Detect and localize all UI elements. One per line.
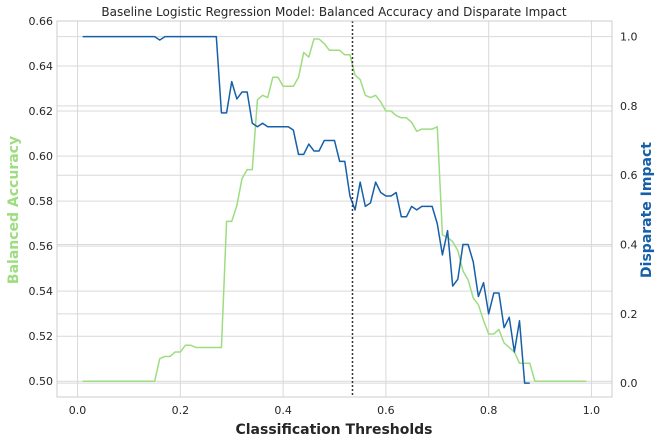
y-left-tick-label: 0.62 [29, 105, 54, 118]
plot-background [57, 21, 612, 397]
chart-title: Baseline Logistic Regression Model: Bala… [101, 5, 567, 19]
x-tick-label: 0.0 [69, 404, 87, 417]
y-left-tick-label: 0.54 [29, 285, 54, 298]
y-right-axis-label: Disparate Impact [639, 142, 655, 278]
y-right-tick-label: 0.8 [620, 100, 638, 113]
y-left-tick-label: 0.64 [29, 60, 54, 73]
plot-frame [56, 20, 613, 398]
balanced-accuracy-line [82, 38, 587, 382]
y-right-tick-label: 0.4 [620, 239, 638, 252]
disparate-impact-line [82, 35, 530, 384]
y-left-tick-label: 0.66 [29, 15, 54, 28]
y-left-axis-label: Balanced Accuracy [6, 136, 22, 284]
y-gridlines [57, 20, 612, 384]
x-axis-label: Classification Thresholds [235, 422, 432, 438]
y-left-tick-labels: 0.50 0.52 0.54 0.56 0.58 0.60 0.62 0.64 0.66 [29, 15, 54, 388]
series-layer [82, 35, 587, 384]
y-right-tick-label: 1.0 [620, 31, 638, 44]
y-right-tick-label: 0.6 [620, 169, 638, 182]
y-left-tick-label: 0.50 [29, 375, 54, 388]
x-tick-label: 0.2 [172, 404, 190, 417]
y-right-tick-label: 0.2 [620, 308, 638, 321]
x-tick-labels: 0.0 0.2 0.4 0.6 0.8 1.0 [69, 404, 600, 417]
y-right-tick-labels: 0.0 0.2 0.4 0.6 0.8 1.0 [620, 31, 638, 391]
x-tick-label: 0.4 [274, 404, 292, 417]
x-tick-label: 0.8 [480, 404, 498, 417]
y-right-tick-label: 0.0 [620, 377, 638, 390]
x-gridlines [77, 21, 592, 397]
y-left-tick-label: 0.58 [29, 195, 54, 208]
x-tick-label: 0.6 [377, 404, 395, 417]
y-left-tick-label: 0.52 [29, 330, 54, 343]
y-left-tick-label: 0.60 [29, 150, 54, 163]
x-tick-label: 1.0 [583, 404, 601, 417]
y-left-tick-label: 0.56 [29, 240, 54, 253]
